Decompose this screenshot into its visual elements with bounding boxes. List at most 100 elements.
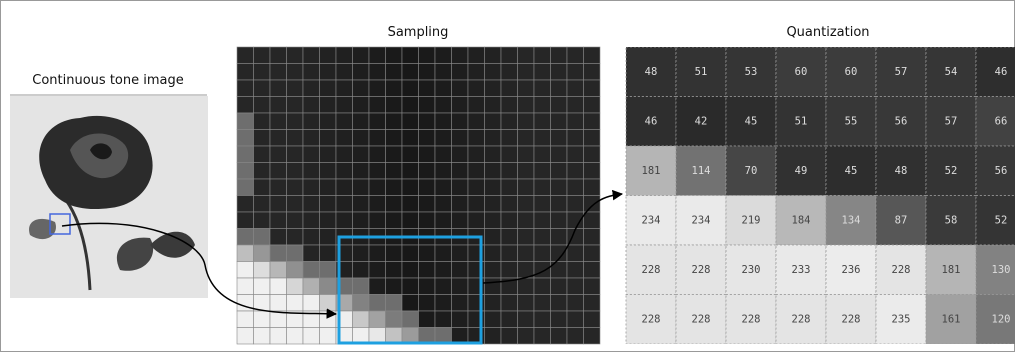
cell-value: 228 — [642, 264, 661, 276]
pixel — [518, 311, 535, 328]
pixel — [353, 212, 370, 229]
pixel — [567, 113, 584, 130]
pixel — [419, 278, 436, 295]
cell-value: 48 — [645, 66, 658, 78]
pixel — [336, 64, 353, 81]
pixel — [303, 163, 320, 180]
pixel — [551, 311, 568, 328]
diagram: Continuous tone image Sampling Quantizat… — [0, 0, 1015, 352]
pixel — [435, 262, 452, 279]
pixel — [369, 295, 386, 312]
pixel — [270, 64, 287, 81]
pixel — [567, 262, 584, 279]
pixel — [353, 245, 370, 262]
cell-value: 48 — [895, 165, 908, 177]
pixel — [501, 47, 518, 64]
cell-value: 228 — [742, 313, 761, 325]
pixel — [551, 64, 568, 81]
pixel — [270, 311, 287, 328]
pixel — [254, 328, 271, 345]
pixel — [485, 130, 502, 147]
pixel — [584, 80, 601, 97]
cell-value: 51 — [695, 66, 708, 78]
pixel — [435, 295, 452, 312]
pixel — [336, 130, 353, 147]
pixel — [452, 196, 469, 213]
pixel — [435, 179, 452, 196]
pixel — [452, 311, 469, 328]
pixel — [353, 47, 370, 64]
pixel — [534, 196, 551, 213]
pixel — [501, 80, 518, 97]
pixel — [435, 311, 452, 328]
pixel — [501, 245, 518, 262]
pixel — [320, 146, 337, 163]
pixel — [551, 80, 568, 97]
pixel — [551, 130, 568, 147]
pixel — [567, 311, 584, 328]
pixel — [270, 262, 287, 279]
pixel — [287, 212, 304, 229]
pixel — [551, 295, 568, 312]
rose-image — [10, 96, 208, 298]
cell-value: 57 — [945, 115, 958, 127]
cell-value: 42 — [695, 115, 708, 127]
pixel — [254, 97, 271, 114]
pixel — [419, 47, 436, 64]
pixel — [369, 130, 386, 147]
cell-value: 60 — [795, 66, 808, 78]
pixel — [336, 196, 353, 213]
pixel — [254, 245, 271, 262]
cell-value: 228 — [642, 313, 661, 325]
pixel — [518, 130, 535, 147]
pixel — [386, 245, 403, 262]
pixel — [353, 311, 370, 328]
cell-value: 46 — [995, 66, 1008, 78]
pixel — [468, 196, 485, 213]
pixel — [237, 80, 254, 97]
pixel — [567, 245, 584, 262]
pixel — [584, 262, 601, 279]
pixel — [270, 113, 287, 130]
pixel — [303, 212, 320, 229]
pixel — [254, 163, 271, 180]
pixel — [567, 97, 584, 114]
pixel — [435, 97, 452, 114]
pixel — [287, 262, 304, 279]
pixel — [369, 245, 386, 262]
cell-value: 66 — [995, 115, 1008, 127]
pixel — [485, 113, 502, 130]
pixel — [419, 311, 436, 328]
pixel — [336, 179, 353, 196]
pixel — [303, 64, 320, 81]
pixel — [287, 163, 304, 180]
pixel — [584, 163, 601, 180]
pixel — [369, 262, 386, 279]
pixel — [501, 113, 518, 130]
pixel — [320, 196, 337, 213]
pixel — [468, 179, 485, 196]
pixel — [468, 47, 485, 64]
pixel — [237, 229, 254, 246]
pixel — [353, 278, 370, 295]
cell-value: 56 — [895, 115, 908, 127]
pixel — [584, 212, 601, 229]
pixel — [435, 212, 452, 229]
pixel — [353, 130, 370, 147]
pixel — [254, 262, 271, 279]
pixel — [270, 146, 287, 163]
pixel — [386, 97, 403, 114]
pixel — [237, 146, 254, 163]
pixel — [237, 97, 254, 114]
pixel — [584, 47, 601, 64]
pixel — [485, 212, 502, 229]
pixel — [353, 80, 370, 97]
sampled-image — [237, 47, 600, 344]
cell-value: 228 — [692, 264, 711, 276]
pixel — [254, 278, 271, 295]
pixel — [435, 130, 452, 147]
left-title: Continuous tone image — [32, 73, 183, 88]
cell-value: 230 — [742, 264, 761, 276]
pixel — [435, 196, 452, 213]
pixel — [419, 245, 436, 262]
